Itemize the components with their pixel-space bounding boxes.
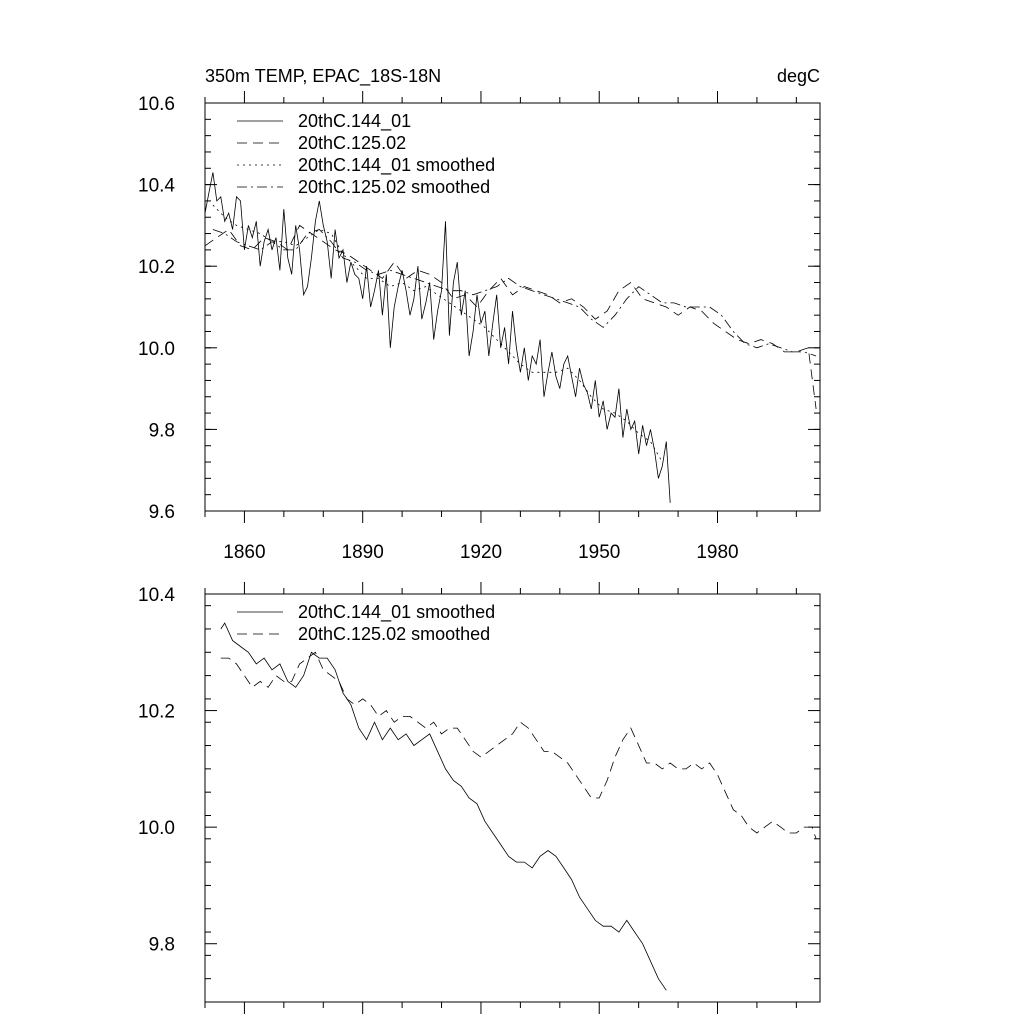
axis-ticks: 9.8 10.0 10.2 10.4 — [138, 582, 820, 1014]
y-tick-label: 10.0 — [138, 818, 175, 839]
y-tick-label: 9.8 — [149, 420, 175, 441]
y-tick-label: 10.6 — [138, 94, 175, 115]
series-line — [212, 229, 817, 357]
legend-label: 20thC.144_01 smoothed — [298, 602, 495, 623]
series-line — [212, 204, 663, 463]
series-line — [220, 651, 817, 839]
axis-ticks: 1860 1890 1920 1950 1980 9.6 9.8 10.0 10.2 10.4 10… — [138, 91, 820, 563]
series-line — [204, 224, 817, 410]
series-line — [204, 172, 671, 503]
series-lines — [204, 172, 817, 503]
y-tick-label: 10.4 — [138, 176, 175, 197]
y-tick-label: 10.4 — [138, 585, 175, 606]
legend-label: 20thC.125.02 — [298, 133, 406, 153]
x-tick-label: 1860 — [223, 542, 265, 563]
series-lines — [220, 622, 817, 991]
x-tick-label: 1920 — [460, 542, 502, 563]
y-tick-label: 9.8 — [149, 935, 175, 956]
legend-label: 20thC.144_01 — [298, 111, 411, 132]
x-tick-label: 1980 — [696, 542, 738, 563]
plot-frame — [204, 102, 821, 512]
series-line — [220, 622, 667, 991]
y-tick-label: 10.0 — [138, 339, 175, 360]
y-tick-label: 9.6 — [149, 502, 175, 523]
y-tick-label: 10.2 — [138, 702, 175, 723]
x-tick-label: 1950 — [578, 542, 620, 563]
x-tick-label: 1890 — [342, 542, 384, 563]
legend-label: 20thC.125.02 smoothed — [298, 177, 490, 197]
chart-title: 350m TEMP, EPAC_18S-18N — [205, 66, 441, 87]
units-label: degC — [777, 66, 820, 86]
plot-frame — [204, 593, 821, 1003]
top-panel: 350m TEMP, EPAC_18S-18N degC 1860 1890 192… — [138, 66, 821, 563]
legend-label: 20thC.125.02 smoothed — [298, 624, 490, 644]
legend-label: 20thC.144_01 smoothed — [298, 155, 495, 176]
bottom-panel: 9.8 10.0 10.2 10.4 20thC.144_01 smoothed20t… — [138, 582, 821, 1014]
y-tick-label: 10.2 — [138, 257, 175, 278]
